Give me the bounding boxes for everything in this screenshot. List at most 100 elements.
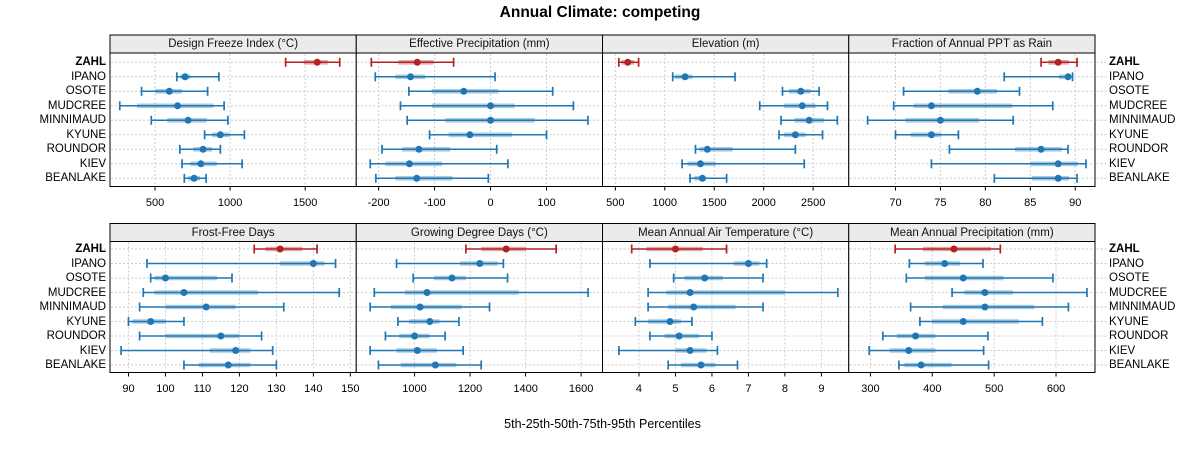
median-dot bbox=[927, 131, 935, 139]
median-dot bbox=[411, 332, 419, 340]
axis-tick-label: 1500 bbox=[292, 196, 318, 209]
axis-tick-label: 400 bbox=[923, 383, 942, 395]
station-label-right-kyune: KYUNE bbox=[1109, 128, 1149, 141]
median-dot bbox=[1054, 160, 1062, 168]
percentile-interval-minnimaud bbox=[780, 115, 839, 125]
percentile-interval-osote bbox=[412, 273, 509, 283]
percentile-interval-minnimaud bbox=[647, 302, 764, 312]
panel-title: Design Freeze Index (°C) bbox=[168, 38, 299, 50]
station-label-left-osote: OSOTE bbox=[65, 272, 106, 284]
percentile-interval-osote bbox=[781, 86, 820, 96]
median-dot bbox=[502, 245, 510, 253]
percentile-interval-mudcree bbox=[892, 101, 1054, 111]
percentile-interval-beanlake bbox=[377, 360, 483, 370]
median-dot bbox=[174, 102, 182, 110]
percentile-interval-kyune bbox=[894, 130, 960, 140]
median-dot bbox=[912, 332, 920, 340]
percentile-interval-roundor bbox=[881, 331, 989, 341]
percentile-interval-roundor bbox=[948, 144, 1069, 154]
median-dot bbox=[1054, 174, 1062, 182]
median-dot bbox=[686, 289, 694, 296]
station-label-left-beanlake: BEANLAKE bbox=[45, 172, 106, 185]
median-dot bbox=[1064, 73, 1072, 81]
station-label-left-zahl: ZAHL bbox=[75, 56, 106, 69]
median-dot bbox=[180, 289, 188, 296]
median-dot bbox=[161, 274, 169, 282]
station-label-right-roundor: ROUNDOR bbox=[1109, 143, 1169, 156]
median-dot bbox=[981, 289, 989, 296]
median-dot bbox=[165, 87, 173, 95]
x-axis-label: 5th-25th-50th-75th-95th Percentiles bbox=[504, 417, 701, 431]
median-dot bbox=[232, 347, 240, 354]
median-dot bbox=[791, 131, 799, 139]
median-dot bbox=[1054, 58, 1062, 66]
median-dot bbox=[448, 274, 456, 282]
median-dot bbox=[147, 318, 155, 325]
percentile-interval-osote bbox=[905, 273, 1054, 283]
percentile-interval-roundor bbox=[381, 144, 498, 154]
axis-tick-label: 300 bbox=[861, 383, 880, 395]
median-dot bbox=[703, 145, 711, 153]
median-dot bbox=[697, 361, 705, 369]
percentile-interval-zahl bbox=[253, 244, 318, 254]
percentile-interval-osote bbox=[902, 86, 1021, 96]
panel-title: Mean Annual Precipitation (mm) bbox=[890, 226, 1054, 239]
percentile-interval-ipano bbox=[146, 259, 337, 268]
median-dot bbox=[675, 332, 683, 340]
median-dot bbox=[276, 245, 284, 253]
station-label-left-minnimaud: MINNIMAUD bbox=[39, 301, 106, 313]
median-dot bbox=[313, 58, 321, 66]
percentile-interval-osote bbox=[149, 273, 233, 283]
axis-tick-label: 2000 bbox=[751, 196, 776, 209]
station-label-left-zahl: ZAHL bbox=[75, 243, 106, 255]
median-dot bbox=[624, 58, 632, 66]
percentile-interval-osote bbox=[140, 86, 209, 96]
percentile-interval-mudcree bbox=[951, 288, 1088, 297]
axis-tick-label: 110 bbox=[193, 383, 212, 395]
median-dot bbox=[671, 245, 679, 253]
axis-tick-label: 140 bbox=[304, 383, 323, 395]
median-dot bbox=[413, 174, 421, 182]
median-dot bbox=[197, 160, 205, 168]
median-dot bbox=[905, 347, 913, 354]
axis-tick-label: 9 bbox=[818, 383, 825, 395]
station-label-right-zahl: ZAHL bbox=[1109, 56, 1140, 69]
percentile-interval-roundor bbox=[694, 144, 797, 154]
percentile-interval-beanlake bbox=[689, 173, 728, 183]
percentile-interval-minnimaud bbox=[406, 115, 589, 125]
percentile-interval-zahl bbox=[465, 244, 557, 254]
median-dot bbox=[973, 87, 981, 95]
percentile-interval-kiev bbox=[618, 346, 719, 355]
axis-tick-label: 80 bbox=[979, 196, 992, 209]
station-label-left-beanlake: BEANLAKE bbox=[45, 359, 106, 371]
axis-tick-label: 90 bbox=[122, 383, 135, 395]
percentile-interval-beanlake bbox=[183, 173, 207, 183]
median-dot bbox=[413, 347, 421, 354]
median-dot bbox=[941, 260, 949, 267]
axis-tick-label: -200 bbox=[367, 196, 390, 209]
median-dot bbox=[426, 318, 434, 325]
station-label-left-roundor: ROUNDOR bbox=[46, 143, 106, 156]
axis-tick-label: 1200 bbox=[457, 383, 483, 395]
axis-tick-label: 500 bbox=[984, 383, 1004, 395]
axis-tick-label: 600 bbox=[1046, 383, 1066, 395]
percentile-interval-ipano bbox=[671, 72, 736, 82]
panel-title: Elevation (m) bbox=[691, 38, 760, 50]
axis-tick-label: 6 bbox=[708, 383, 715, 395]
percentile-interval-kiev bbox=[930, 159, 1087, 169]
median-dot bbox=[309, 260, 317, 267]
percentile-interval-kiev bbox=[369, 159, 509, 169]
station-label-right-beanlake: BEANLAKE bbox=[1109, 172, 1170, 185]
station-label-right-minnimaud: MINNIMAUD bbox=[1109, 114, 1176, 127]
station-label-left-osote: OSOTE bbox=[65, 85, 106, 98]
median-dot bbox=[959, 274, 967, 282]
panel-title: Fraction of Annual PPT as Rain bbox=[891, 38, 1052, 50]
median-dot bbox=[936, 116, 944, 124]
percentile-interval-roundor bbox=[178, 144, 222, 154]
median-dot bbox=[416, 303, 424, 311]
axis-tick-label: 0 bbox=[487, 196, 494, 209]
axis-tick-label: -100 bbox=[423, 196, 446, 209]
median-dot bbox=[216, 131, 224, 139]
